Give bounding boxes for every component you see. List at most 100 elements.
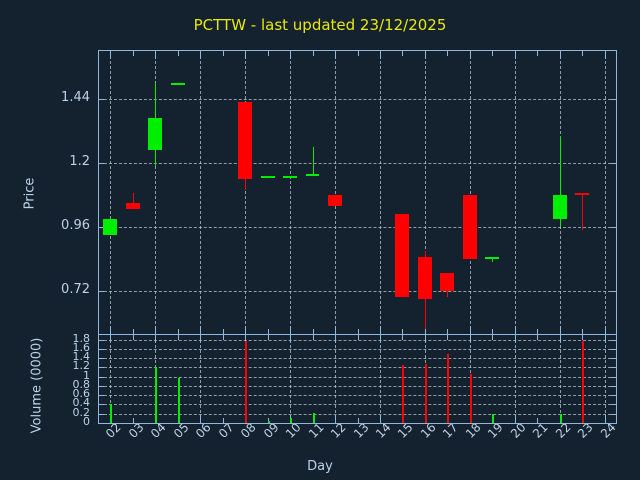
volume-bar xyxy=(155,366,157,423)
volume-bar xyxy=(313,412,315,423)
volume-tick-label: 1.6 xyxy=(72,340,91,354)
volume-gridline xyxy=(99,358,616,360)
x-tick xyxy=(514,415,516,423)
volume-gridline xyxy=(99,339,616,341)
x-tick-top xyxy=(290,335,292,343)
x-tick xyxy=(402,329,404,334)
x-tick xyxy=(537,418,539,423)
x-tick-top xyxy=(110,335,112,343)
x-tick xyxy=(222,329,224,334)
price-gridline xyxy=(99,163,616,165)
candle-body xyxy=(462,195,477,260)
x-tick xyxy=(604,326,606,334)
candle-body xyxy=(328,195,342,206)
volume-bar xyxy=(268,420,270,423)
volume-tick xyxy=(611,423,616,424)
x-tick xyxy=(312,329,314,334)
x-tick xyxy=(357,418,359,423)
x-tick-top xyxy=(447,335,449,340)
x-tick-top xyxy=(492,335,494,340)
candle-body xyxy=(125,203,140,209)
x-tick-top xyxy=(604,51,606,59)
candle-wick xyxy=(492,256,493,262)
price-gridline-v xyxy=(155,51,157,334)
x-tick-top xyxy=(402,335,404,340)
x-tick-top xyxy=(424,51,426,59)
candle-body xyxy=(260,176,275,179)
price-gridline-v xyxy=(604,51,606,334)
x-tick xyxy=(514,326,516,334)
x-tick-top xyxy=(110,51,112,59)
x-tick-top xyxy=(177,51,179,56)
x-tick-top xyxy=(514,335,516,343)
candle-body xyxy=(552,195,567,220)
x-tick-top xyxy=(469,51,471,59)
volume-gridline-v xyxy=(514,335,516,423)
x-tick-top xyxy=(379,51,381,59)
x-tick xyxy=(582,329,584,334)
volume-tick xyxy=(99,395,104,397)
volume-gridline-v xyxy=(110,335,112,423)
x-tick-top xyxy=(537,51,539,56)
price-gridline xyxy=(99,227,616,229)
x-tick xyxy=(424,326,426,334)
volume-tick xyxy=(99,339,104,341)
price-gridline xyxy=(99,291,616,293)
volume-tick-label: 0 xyxy=(83,415,90,428)
candle-wick xyxy=(313,147,314,174)
volume-gridline xyxy=(99,376,616,378)
x-tick xyxy=(132,329,134,334)
volume-bar xyxy=(470,374,472,423)
x-tick-top xyxy=(492,51,494,56)
volume-tick-label: 1.2 xyxy=(72,359,91,373)
price-gridline-v xyxy=(469,51,471,334)
volume-gridline xyxy=(99,413,616,415)
price-gridline-v xyxy=(335,51,337,334)
x-tick xyxy=(537,329,539,334)
x-tick xyxy=(559,326,561,334)
price-gridline-v xyxy=(424,51,426,334)
x-tick-top xyxy=(559,51,561,59)
price-gridline-v xyxy=(200,51,202,334)
x-tick xyxy=(492,329,494,334)
volume-bar xyxy=(178,377,180,423)
volume-gridline-v xyxy=(200,335,202,423)
volume-tick-label: 1.8 xyxy=(72,331,91,345)
x-tick xyxy=(155,326,157,334)
x-tick xyxy=(177,329,179,334)
price-tick xyxy=(611,291,616,293)
x-tick xyxy=(110,326,112,334)
candle-body xyxy=(395,213,410,297)
volume-tick xyxy=(99,376,104,378)
volume-tick xyxy=(99,358,104,360)
volume-bar xyxy=(425,364,427,423)
x-tick-top xyxy=(267,51,269,56)
x-tick-top xyxy=(335,51,337,59)
price-gridline-v xyxy=(514,51,516,334)
x-tick-top xyxy=(132,51,134,56)
volume-tick xyxy=(611,348,616,350)
x-tick-top xyxy=(312,335,314,340)
volume-gridline xyxy=(99,404,616,406)
volume-tick-label: 0.8 xyxy=(72,377,91,391)
volume-tick xyxy=(611,413,616,415)
volume-bar xyxy=(560,413,562,423)
volume-gridline-v xyxy=(290,335,292,423)
x-tick-top xyxy=(424,335,426,343)
x-tick-top xyxy=(312,51,314,56)
candle-body xyxy=(417,256,432,300)
x-tick-top xyxy=(582,335,584,340)
x-tick-top xyxy=(357,335,359,340)
volume-tick xyxy=(99,348,104,350)
x-tick-top xyxy=(290,51,292,59)
volume-tick xyxy=(611,358,616,360)
volume-bar xyxy=(582,341,584,423)
x-tick xyxy=(200,415,202,423)
volume-gridline-v xyxy=(559,335,561,423)
price-gridline-v xyxy=(290,51,292,334)
x-tick xyxy=(469,326,471,334)
volume-tick-label: 1 xyxy=(83,368,90,382)
candle-wick xyxy=(582,192,583,230)
price-tick xyxy=(99,227,104,229)
